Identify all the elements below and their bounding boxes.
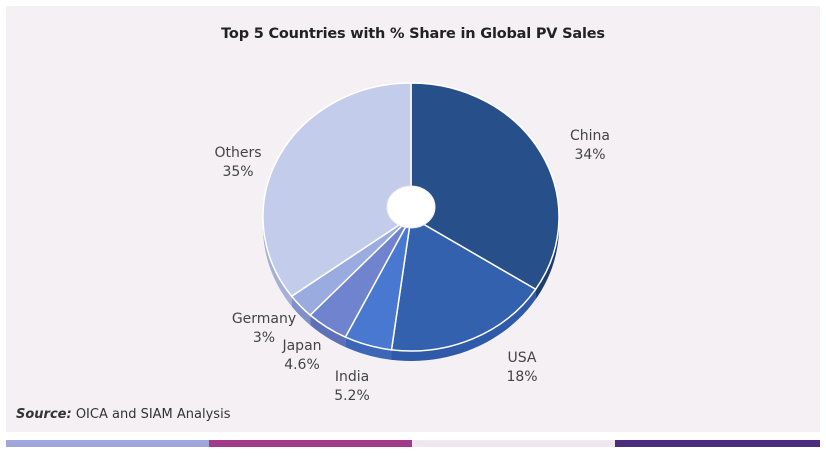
pie-label-group: China 34% USA 18% India 5.2% Japan 4.6% Germany 3…	[214, 128, 610, 404]
pie-slice-group	[262, 82, 560, 352]
value-label-india: 5.2%	[334, 388, 370, 404]
label-india: India	[335, 369, 369, 385]
pie-side-germany	[291, 296, 311, 326]
footer-bar-4	[615, 440, 820, 447]
value-label-usa: 18%	[506, 369, 537, 385]
chart-title: Top 5 Countries with % Share in Global P…	[221, 26, 605, 42]
pie-side-india	[345, 337, 392, 360]
source-text: OICA and SIAM Analysis	[71, 407, 231, 422]
label-germany: Germany	[232, 311, 296, 327]
footer-bar-1	[6, 440, 209, 447]
label-china: China	[570, 128, 610, 144]
pie-side-others	[263, 217, 292, 307]
pie-side-usa	[391, 289, 536, 361]
pie-side-china	[535, 217, 559, 300]
label-japan: Japan	[281, 338, 321, 354]
value-label-china: 34%	[574, 147, 605, 163]
pie-center-hole	[386, 185, 436, 229]
pie-slice-usa	[390, 216, 537, 352]
pie-side-group	[263, 217, 559, 361]
footer-bar-2	[209, 440, 412, 447]
value-label-germany: 3%	[253, 330, 275, 346]
value-label-japan: 4.6%	[284, 357, 320, 373]
label-others: Others	[214, 145, 261, 161]
value-label-others: 35%	[222, 164, 253, 180]
footer-bar-3	[412, 440, 615, 447]
pie-slice-others	[262, 82, 412, 297]
source-label: Source:	[16, 407, 72, 422]
pie-side-japan	[310, 315, 346, 348]
label-usa: USA	[508, 350, 537, 366]
source-note: Source: OICA and SIAM Analysis	[16, 407, 230, 422]
